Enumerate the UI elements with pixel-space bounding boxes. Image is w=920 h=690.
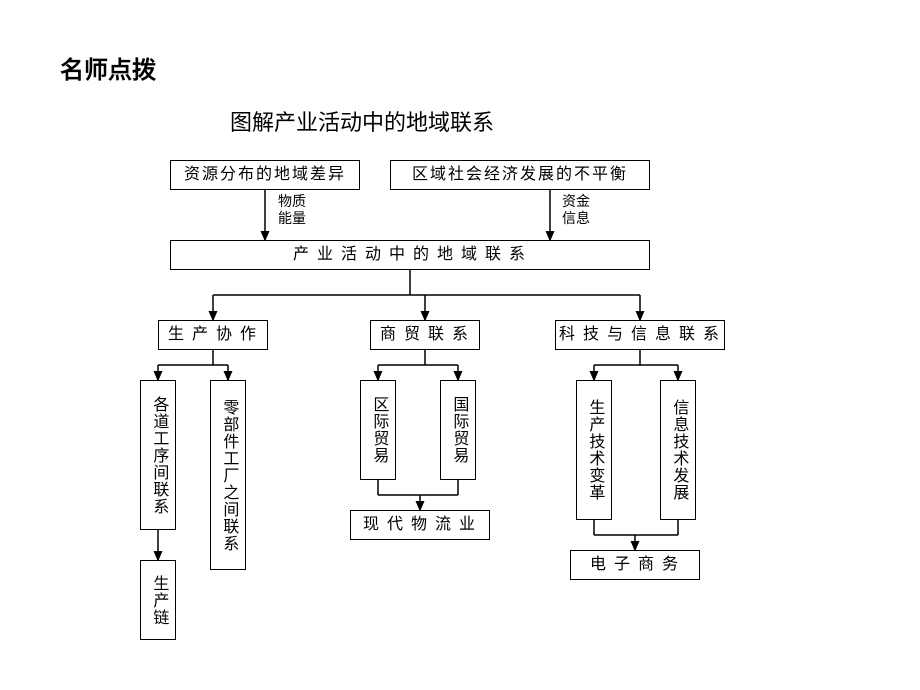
node-label: 科 技 与 信 息 联 系 — [559, 325, 721, 346]
node-label: 国际贸易 — [448, 396, 469, 464]
diagram-title: 图解产业活动中的地域联系 — [230, 105, 494, 137]
node-label: 生产链 — [148, 575, 169, 626]
node-n15: 生产链 — [140, 560, 176, 640]
page-heading: 名师点拨 — [60, 50, 156, 85]
subtitle-text: 图解产业活动中的地域联系 — [230, 110, 494, 135]
heading-text: 名师点拨 — [60, 57, 156, 84]
node-label: 生产技术变革 — [584, 399, 605, 501]
node-label: 现 代 物 流 业 — [363, 515, 477, 536]
node-n9: 区际贸易 — [360, 380, 396, 480]
node-n4: 生 产 协 作 — [158, 320, 268, 350]
node-n1: 资源分布的地域差异 — [170, 160, 360, 190]
node-label: 区域社会经济发展的不平衡 — [412, 165, 628, 186]
node-n14: 电 子 商 务 — [570, 550, 700, 580]
node-label: 零部件工厂之间联系 — [218, 399, 239, 552]
node-n3: 产 业 活 动 中 的 地 域 联 系 — [170, 240, 650, 270]
node-n2: 区域社会经济发展的不平衡 — [390, 160, 650, 190]
node-n11: 生产技术变革 — [576, 380, 612, 520]
node-label: 信息技术发展 — [668, 399, 689, 501]
node-label: 资源分布的地域差异 — [184, 165, 346, 186]
node-label: 生 产 协 作 — [168, 325, 258, 346]
node-label: 区际贸易 — [368, 396, 389, 464]
node-n10: 国际贸易 — [440, 380, 476, 480]
node-n6: 科 技 与 信 息 联 系 — [555, 320, 725, 350]
node-label: 商 贸 联 系 — [380, 325, 470, 346]
node-n5: 商 贸 联 系 — [370, 320, 480, 350]
edge-label-line: 物质 — [278, 195, 306, 212]
edge-label-line: 能量 — [278, 212, 306, 229]
node-n13: 现 代 物 流 业 — [350, 510, 490, 540]
node-n12: 信息技术发展 — [660, 380, 696, 520]
edge-label-line: 资金 — [562, 195, 590, 212]
node-label: 各道工序间联系 — [148, 396, 169, 515]
node-label: 电 子 商 务 — [590, 555, 680, 576]
node-label: 产 业 活 动 中 的 地 域 联 系 — [293, 245, 527, 266]
node-n7: 各道工序间联系 — [140, 380, 176, 530]
node-n8: 零部件工厂之间联系 — [210, 380, 246, 570]
edge-label-line: 信息 — [562, 212, 590, 229]
edge-label-l2: 资金信息 — [562, 195, 590, 229]
edge-label-l1: 物质能量 — [278, 195, 306, 229]
